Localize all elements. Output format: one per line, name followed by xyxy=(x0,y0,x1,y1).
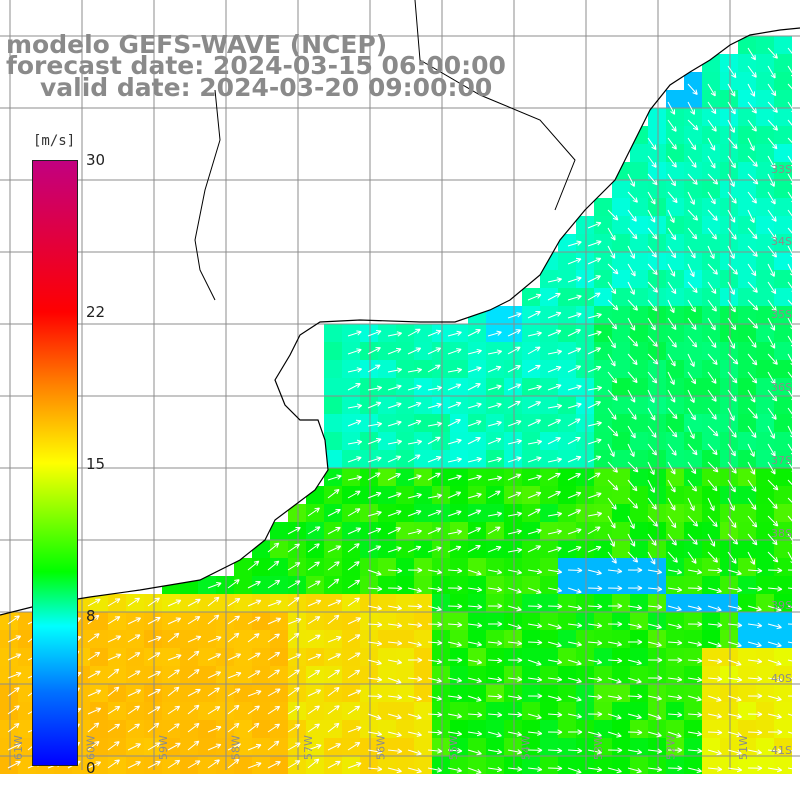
lon-label: 57W xyxy=(302,735,315,760)
colorbar xyxy=(32,160,78,766)
lon-label: 56W xyxy=(375,735,388,760)
lon-label: 53W xyxy=(592,735,605,760)
lat-label: 40S xyxy=(771,672,792,685)
lon-label: 60W xyxy=(85,735,98,760)
colorbar-tick-22: 22 xyxy=(86,303,105,321)
colorbar-tick-15: 15 xyxy=(86,455,105,473)
lon-label: 52W xyxy=(665,735,678,760)
colorbar-tick-8: 8 xyxy=(86,607,96,625)
colorbar-tick-30: 30 xyxy=(86,151,105,169)
lon-label: 54W xyxy=(520,735,533,760)
colorbar-tick-0: 0 xyxy=(86,759,96,777)
lat-label: 39S xyxy=(771,599,792,612)
lon-label: 61W xyxy=(12,735,25,760)
lat-label: 34S xyxy=(771,235,792,248)
lat-label: 35S xyxy=(771,308,792,321)
lon-label: 58W xyxy=(230,735,243,760)
colorbar-unit: [m/s] xyxy=(33,133,75,149)
valid-date: valid date: 2024-03-20 09:00:00 xyxy=(40,75,492,100)
lat-label: 38S xyxy=(771,527,792,540)
lon-label: 55W xyxy=(447,735,460,760)
lon-label: 59W xyxy=(157,735,170,760)
lat-label: 36S xyxy=(771,381,792,394)
lat-label: 41S xyxy=(771,744,792,757)
lat-label: 37S xyxy=(771,454,792,467)
lon-label: 51W xyxy=(737,735,750,760)
lat-label: 33S xyxy=(771,163,792,176)
